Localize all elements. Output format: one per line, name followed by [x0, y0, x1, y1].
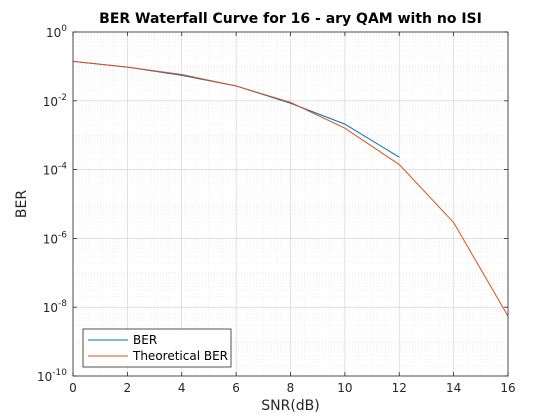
- y-tick-label: 100: [46, 24, 67, 40]
- y-tick-label: 10-2: [43, 93, 67, 109]
- legend: BER Theoretical BER: [82, 328, 232, 368]
- x-axis-label: SNR(dB): [261, 398, 320, 414]
- x-tick-label: 16: [500, 381, 515, 395]
- tick-labels: 0 2 4 6 8 10 12 14 16 100 10-2 10-4 10-6 10-8 10-10: [37, 24, 516, 395]
- x-tick-label: 12: [392, 381, 407, 395]
- y-tick-label: 10-4: [43, 162, 68, 178]
- x-tick-label: 2: [124, 381, 132, 395]
- legend-label-ber: BER: [133, 333, 157, 347]
- y-axis-label: BER: [14, 190, 30, 218]
- legend-box: [82, 328, 232, 368]
- chart-title: BER Waterfall Curve for 16 - ary QAM wit…: [99, 11, 482, 27]
- series-line-theoretical-ber: [72, 60, 509, 317]
- x-tick-label: 8: [287, 381, 295, 395]
- y-tick-label: 10-6: [43, 230, 68, 246]
- series-lines: [72, 60, 509, 317]
- x-tick-label: 0: [69, 381, 77, 395]
- x-tick-label: 14: [446, 381, 461, 395]
- x-tick-label: 6: [232, 381, 240, 395]
- x-tick-label: 4: [178, 381, 186, 395]
- x-tick-label: 10: [337, 381, 352, 395]
- axis-ticks: [72, 31, 509, 377]
- legend-label-theoretical-ber: Theoretical BER: [132, 349, 228, 363]
- y-tick-label: 10-8: [43, 299, 68, 315]
- y-tick-label: 10-10: [37, 368, 67, 384]
